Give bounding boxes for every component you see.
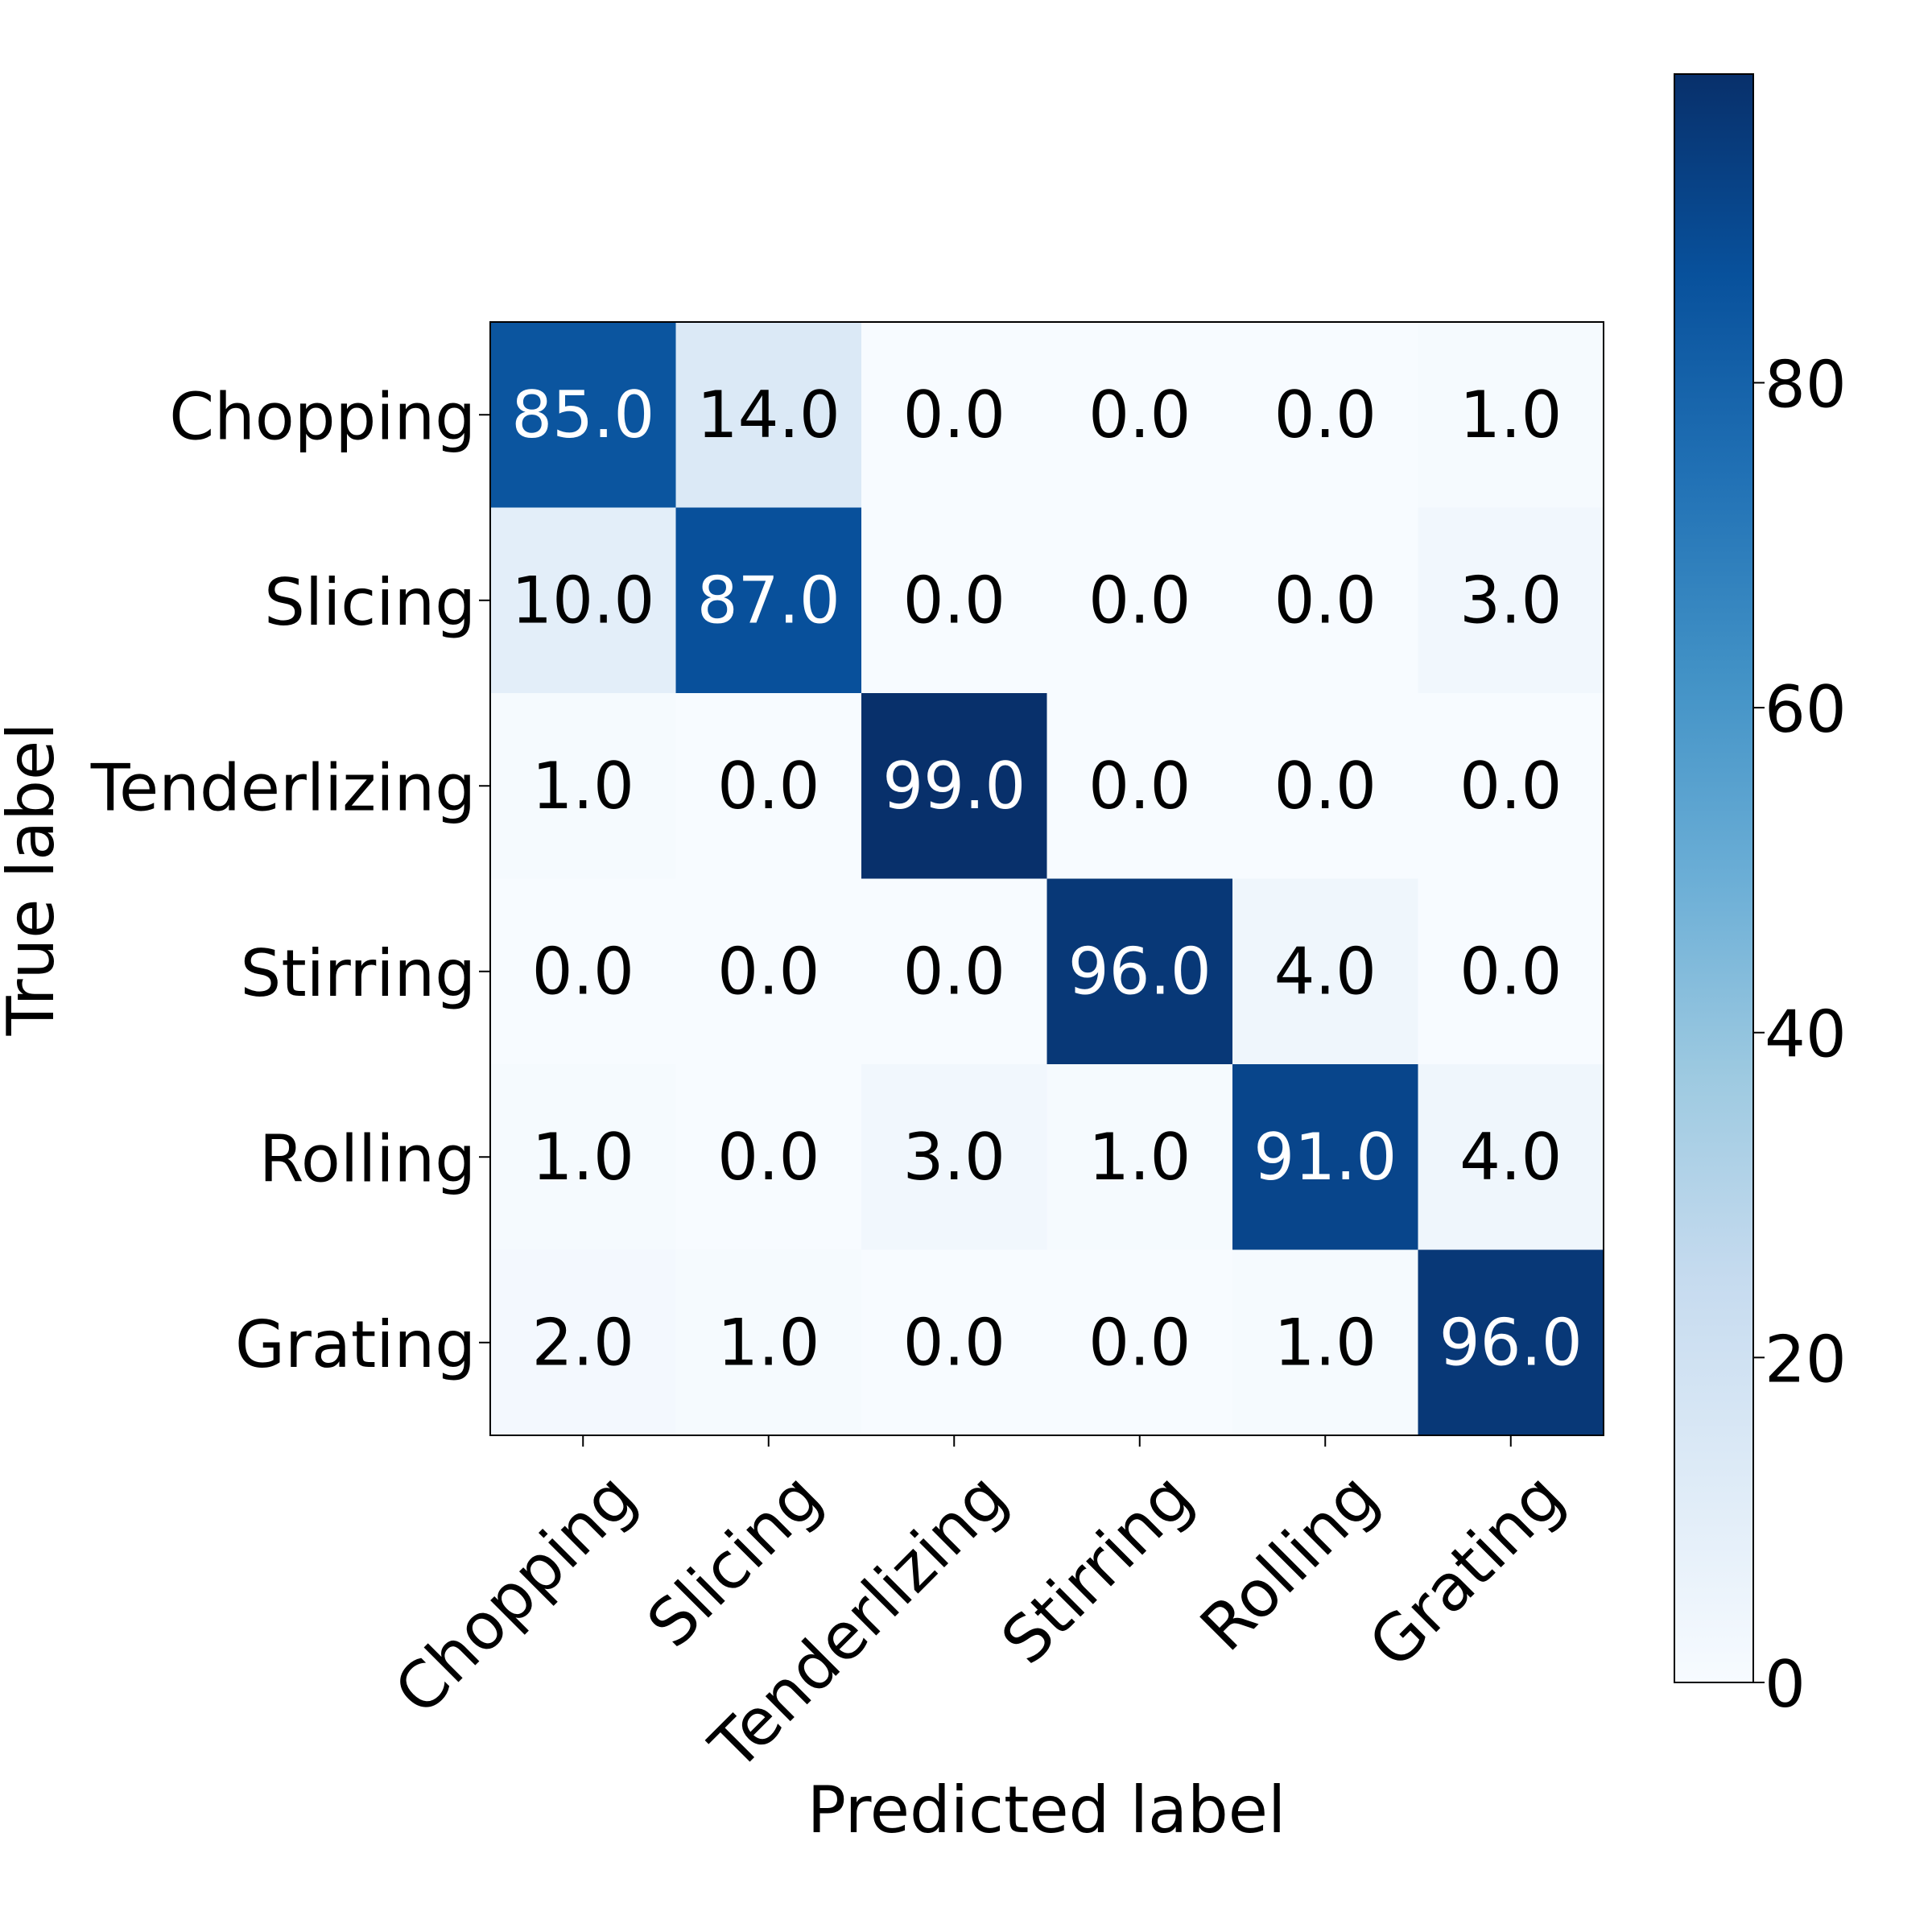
cell-value-label: 4.0 xyxy=(1274,935,1377,1009)
cell-value-label: 0.0 xyxy=(717,749,819,824)
cell-value-label: 0.0 xyxy=(1459,749,1562,824)
heatmap-cell xyxy=(1046,1064,1233,1251)
cell-value-labels: 85.0 14.0 0.0 0.0 0.0 1.0 10.0 87.0 0.0 0.0 0.0 3.0… xyxy=(511,378,1583,1381)
cell-value-label: 0.0 xyxy=(1088,564,1191,638)
heatmap-cell xyxy=(1232,1249,1419,1436)
heatmap-cell xyxy=(675,1064,862,1251)
cell-value-label: 0.0 xyxy=(1088,1306,1191,1381)
cell-value-label: 1.0 xyxy=(717,1306,819,1381)
cell-value-label: 85.0 xyxy=(511,378,654,452)
y-axis-title: True label xyxy=(0,723,68,1037)
cell-value-label: 0.0 xyxy=(1459,935,1562,1009)
cell-value-label: 0.0 xyxy=(717,935,819,1009)
heatmap-cell xyxy=(861,507,1048,694)
plot-frame xyxy=(489,321,1604,1436)
heatmap-cell xyxy=(675,878,862,1065)
heatmap-cell xyxy=(1418,693,1604,880)
heatmap-cell xyxy=(490,1249,677,1436)
heatmap-cell xyxy=(1232,878,1419,1065)
heatmap-cell xyxy=(675,322,862,509)
heatmap-cell xyxy=(490,693,677,880)
heatmap-cell xyxy=(1418,878,1604,1065)
y-tick-label: Chopping xyxy=(169,379,476,454)
colorbar-gradient xyxy=(1674,73,1754,1683)
heatmap-cell xyxy=(1046,878,1233,1065)
colorbar: 0 20 40 60 80 xyxy=(1674,73,1847,1722)
y-tick-label: Stirring xyxy=(241,936,476,1011)
cell-value-label: 87.0 xyxy=(697,564,840,638)
cell-value-label: 0.0 xyxy=(903,1306,1005,1381)
cell-value-label: 0.0 xyxy=(717,1120,819,1195)
cell-value-label: 14.0 xyxy=(697,378,840,452)
x-axis: ChoppingSlicingTenderlizingStirringRolli… xyxy=(381,1435,1578,1785)
cell-value-label: 0.0 xyxy=(1088,378,1191,452)
heatmap-cell xyxy=(861,878,1048,1065)
heatmap-cell xyxy=(861,693,1048,880)
cell-value-label: 1.0 xyxy=(1459,378,1562,452)
colorbar-tick-label: 60 xyxy=(1765,672,1847,747)
heatmap-cell xyxy=(861,1249,1048,1436)
cell-value-label: 1.0 xyxy=(532,749,634,824)
colorbar-tick-label: 0 xyxy=(1765,1647,1806,1722)
x-tick-label: Chopping xyxy=(381,1459,650,1729)
colorbar-tick-label: 20 xyxy=(1765,1322,1847,1397)
colorbar-ticks: 0 20 40 60 80 xyxy=(1753,347,1847,1722)
heatmap-cell xyxy=(1046,507,1233,694)
heatmap-cell xyxy=(1232,507,1419,694)
heatmap-cell xyxy=(490,878,677,1065)
heatmap-cell xyxy=(1232,322,1419,509)
cell-value-label: 3.0 xyxy=(903,1120,1005,1195)
heatmap-cell xyxy=(861,1064,1048,1251)
y-tick-label: Slicing xyxy=(264,565,476,640)
cell-value-label: 0.0 xyxy=(1274,749,1377,824)
heatmap-cell xyxy=(675,1249,862,1436)
cell-value-label: 3.0 xyxy=(1459,564,1562,638)
heatmap-cell xyxy=(1046,322,1233,509)
cell-value-label: 1.0 xyxy=(1274,1306,1377,1381)
heatmap-cell xyxy=(1232,1064,1419,1251)
y-tick-label: Tenderlizing xyxy=(90,750,476,825)
heatmap-cell xyxy=(1418,322,1604,509)
cell-value-label: 2.0 xyxy=(532,1306,634,1381)
heatmap-cell xyxy=(675,693,862,880)
cell-value-label: 0.0 xyxy=(1088,749,1191,824)
cell-value-label: 0.0 xyxy=(1274,378,1377,452)
heatmap-cells xyxy=(490,322,1604,1436)
heatmap-cell xyxy=(1046,693,1233,880)
cell-value-label: 4.0 xyxy=(1459,1120,1562,1195)
x-tick-label: Grating xyxy=(1355,1459,1578,1682)
cell-value-label: 96.0 xyxy=(1068,935,1212,1009)
cell-value-label: 91.0 xyxy=(1253,1120,1397,1195)
x-tick-label: Stirring xyxy=(987,1459,1207,1679)
y-tick-label: Rolling xyxy=(259,1121,476,1196)
cell-value-label: 99.0 xyxy=(882,749,1026,824)
heatmap-cell xyxy=(1046,1249,1233,1436)
colorbar-tick-label: 80 xyxy=(1765,347,1847,422)
cell-value-label: 1.0 xyxy=(1088,1120,1191,1195)
cell-value-label: 0.0 xyxy=(903,564,1005,638)
colorbar-tick-label: 40 xyxy=(1765,997,1847,1072)
heatmap-cell xyxy=(1418,507,1604,694)
heatmap-cell xyxy=(490,507,677,694)
cell-value-label: 96.0 xyxy=(1439,1306,1583,1381)
heatmap-cell xyxy=(490,1064,677,1251)
y-axis: Chopping Slicing Tenderlizing Stirring Rolli… xyxy=(90,379,490,1382)
heatmap-cell xyxy=(1418,1064,1604,1251)
cell-value-label: 0.0 xyxy=(903,378,1005,452)
heatmap-cell xyxy=(861,322,1048,509)
heatmap-cell xyxy=(1232,693,1419,880)
y-tick-label: Grating xyxy=(235,1307,476,1382)
cell-value-label: 10.0 xyxy=(511,564,654,638)
cell-value-label: 0.0 xyxy=(1274,564,1377,638)
cell-value-label: 1.0 xyxy=(532,1120,634,1195)
heatmap-cell xyxy=(490,322,677,509)
heatmap-cell xyxy=(675,507,862,694)
cell-value-label: 0.0 xyxy=(903,935,1005,1009)
heatmap-cell xyxy=(1418,1249,1604,1436)
x-axis-title: Predicted label xyxy=(807,1773,1286,1847)
cell-value-label: 0.0 xyxy=(532,935,634,1009)
